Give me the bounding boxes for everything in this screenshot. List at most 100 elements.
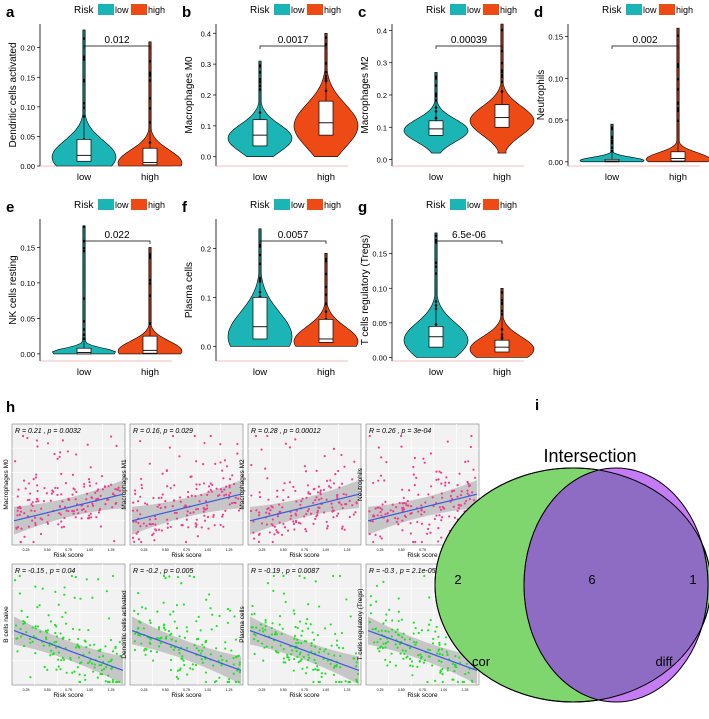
data-point xyxy=(420,655,423,658)
data-point xyxy=(253,632,256,636)
data-point xyxy=(301,667,304,670)
outlier-low xyxy=(434,106,438,109)
panel-letter-h: h xyxy=(6,399,15,416)
data-point xyxy=(50,649,53,652)
data-point xyxy=(84,678,87,681)
outlier-low xyxy=(82,328,86,331)
data-point xyxy=(354,511,357,514)
data-point xyxy=(160,496,163,499)
violin-panel-b: b Risk low high 0.0 0.1 0.2 0.3 0.4 Macrophages M… xyxy=(182,4,359,183)
data-point xyxy=(417,493,420,496)
data-point xyxy=(65,509,68,512)
data-point xyxy=(288,658,291,662)
correlation-stat: R = -0.15 , p = 0.04 xyxy=(15,568,75,575)
x-tick-label: 1.00 xyxy=(440,688,447,692)
outlier-high xyxy=(148,322,152,326)
data-point xyxy=(401,529,404,532)
data-point xyxy=(30,509,33,512)
data-point xyxy=(215,679,218,683)
y-axis-label: Dendritic cells activated xyxy=(121,590,128,659)
data-point xyxy=(330,644,333,647)
p-value: 0.002 xyxy=(632,35,657,46)
data-point xyxy=(419,653,422,656)
data-point xyxy=(41,518,44,521)
data-point xyxy=(340,680,343,684)
data-point xyxy=(427,623,431,626)
y-tick-label: 0.1 xyxy=(377,123,387,132)
data-point xyxy=(55,635,58,638)
outlier-low xyxy=(434,261,438,265)
data-point xyxy=(315,469,318,472)
data-point xyxy=(422,661,425,664)
data-point xyxy=(137,626,140,630)
data-point xyxy=(282,661,285,664)
data-point xyxy=(49,499,52,502)
data-point xyxy=(144,607,147,610)
data-point xyxy=(68,638,71,641)
data-point xyxy=(379,510,382,514)
data-point xyxy=(77,645,81,648)
y-tick-label: 0.05 xyxy=(20,132,35,141)
data-point xyxy=(193,644,196,647)
scatter-panel-6: R = -0.2 , p = 0.005 0.25 0.50 0.75 1.00 1.25… xyxy=(121,563,244,699)
data-point xyxy=(162,601,165,604)
data-point xyxy=(266,434,269,438)
outlier-low xyxy=(434,84,438,87)
data-point xyxy=(31,640,34,643)
regression-line xyxy=(131,629,242,672)
data-point xyxy=(460,504,463,507)
p-bracket xyxy=(259,45,327,49)
outlier-high xyxy=(500,309,504,313)
panel-letter-f: f xyxy=(182,199,188,216)
panel-letter-c: c xyxy=(358,4,366,21)
data-point xyxy=(336,496,339,500)
data-point xyxy=(117,486,120,489)
data-point xyxy=(16,514,19,517)
outlier-low xyxy=(82,225,86,228)
data-point xyxy=(34,523,37,527)
data-point xyxy=(309,492,312,496)
data-point xyxy=(315,496,318,499)
outlier-low xyxy=(434,94,438,98)
x-tick-label: 0.25 xyxy=(141,688,148,692)
outlier-low xyxy=(82,37,86,40)
data-point xyxy=(53,452,56,456)
data-point xyxy=(369,612,373,615)
data-point xyxy=(107,617,111,620)
data-point xyxy=(335,514,339,517)
data-point xyxy=(49,620,53,623)
data-point xyxy=(261,642,264,645)
data-point xyxy=(317,498,321,501)
data-point xyxy=(106,680,110,684)
data-point xyxy=(135,532,138,535)
outlier-low xyxy=(82,297,86,300)
x-tick-label-high: high xyxy=(493,172,511,183)
data-point xyxy=(434,630,437,633)
data-point xyxy=(34,521,37,525)
outlier-low xyxy=(434,116,438,120)
data-point xyxy=(151,522,155,526)
data-point xyxy=(452,489,456,492)
data-point xyxy=(416,665,419,668)
data-point xyxy=(199,629,202,632)
data-point xyxy=(63,505,67,509)
data-point xyxy=(435,625,438,629)
scatter-panel-1: R = 0.21 , p = 0.0032 0.25 0.50 0.75 1.00 1.2… xyxy=(3,423,126,559)
data-point xyxy=(388,660,392,664)
data-point xyxy=(61,615,64,619)
data-point xyxy=(83,674,87,677)
data-point xyxy=(58,455,61,458)
p-value: 6.5e-06 xyxy=(452,230,486,241)
data-point xyxy=(351,504,354,507)
data-point xyxy=(173,484,176,487)
data-point xyxy=(98,664,101,667)
data-point xyxy=(223,494,226,497)
data-point xyxy=(59,668,62,671)
data-point xyxy=(98,649,101,653)
data-point xyxy=(87,628,90,632)
data-point xyxy=(254,434,258,438)
data-point xyxy=(185,647,189,650)
data-point xyxy=(431,642,435,645)
data-point xyxy=(401,488,404,491)
legend-label-high: high xyxy=(324,5,341,15)
